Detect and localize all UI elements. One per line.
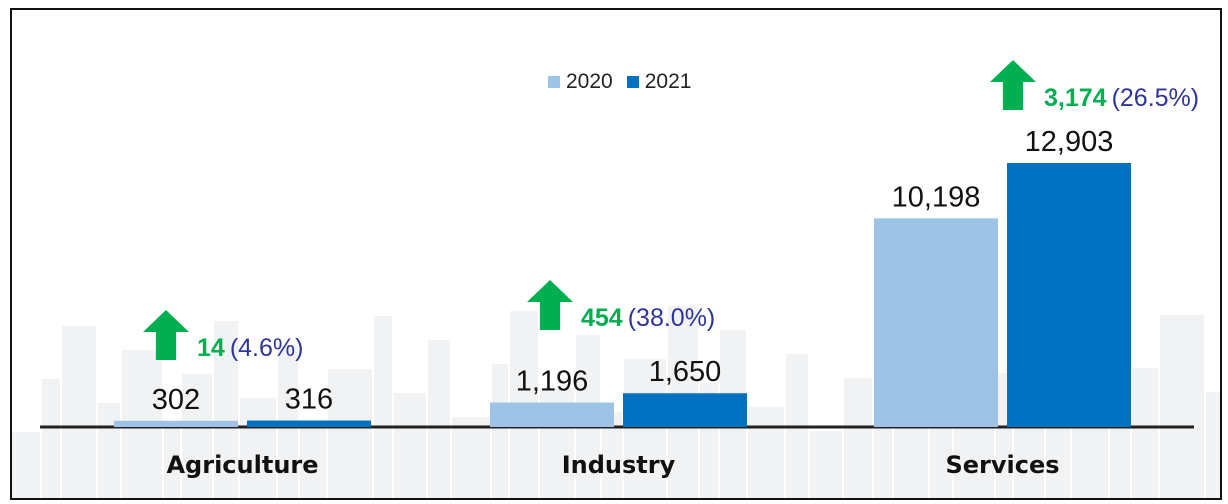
change-value-agriculture: 14 xyxy=(197,334,225,362)
data-label-services-2020: 10,198 xyxy=(892,181,981,213)
data-label-agriculture-2020: 302 xyxy=(152,384,200,416)
bar-industry-2020 xyxy=(490,402,614,427)
change-annotation-services: 3,174 (26.5%) xyxy=(1044,84,1199,112)
category-label-services: Services xyxy=(945,451,1059,479)
data-label-industry-2021: 1,650 xyxy=(649,356,722,388)
chart-frame: 302 316 Agriculture 14 (4.6%) 1,196 1,650 Indus… xyxy=(10,8,1222,500)
legend-label-2020: 2020 xyxy=(566,70,613,93)
change-pct-agriculture: (4.6%) xyxy=(230,334,304,362)
increase-arrow-icon xyxy=(990,60,1036,110)
data-label-industry-2020: 1,196 xyxy=(516,366,589,398)
data-label-agriculture-2021: 316 xyxy=(285,384,333,416)
change-annotation-industry: 454 (38.0%) xyxy=(581,304,715,332)
legend-swatch-2020 xyxy=(548,76,560,88)
legend-item-2021: 2021 xyxy=(626,70,692,94)
legend-label-2021: 2021 xyxy=(644,70,692,93)
increase-arrow-icon xyxy=(527,280,573,330)
bar-services-2020 xyxy=(874,218,998,427)
legend: 2020 2021 xyxy=(548,70,691,94)
change-value-industry: 454 xyxy=(581,304,623,332)
legend-swatch-2021 xyxy=(626,76,639,88)
change-pct-industry: (38.0%) xyxy=(628,304,716,332)
bar-industry-2021 xyxy=(623,393,747,427)
change-annotation-agriculture: 14 (4.6%) xyxy=(197,334,303,362)
category-label-agriculture: Agriculture xyxy=(166,451,318,479)
increase-arrow-icon xyxy=(143,310,189,360)
bar-services-2021 xyxy=(1007,163,1131,427)
bar-agriculture-2020 xyxy=(114,420,238,427)
change-value-services: 3,174 xyxy=(1044,84,1107,112)
change-pct-services: (26.5%) xyxy=(1112,84,1200,112)
legend-item-2020: 2020 xyxy=(548,70,613,94)
bar-chart: 302 316 Agriculture 14 (4.6%) 1,196 1,650 Indus… xyxy=(40,60,1199,479)
category-label-industry: Industry xyxy=(562,451,676,479)
bar-agriculture-2021 xyxy=(247,420,371,427)
data-label-services-2021: 12,903 xyxy=(1025,126,1114,158)
